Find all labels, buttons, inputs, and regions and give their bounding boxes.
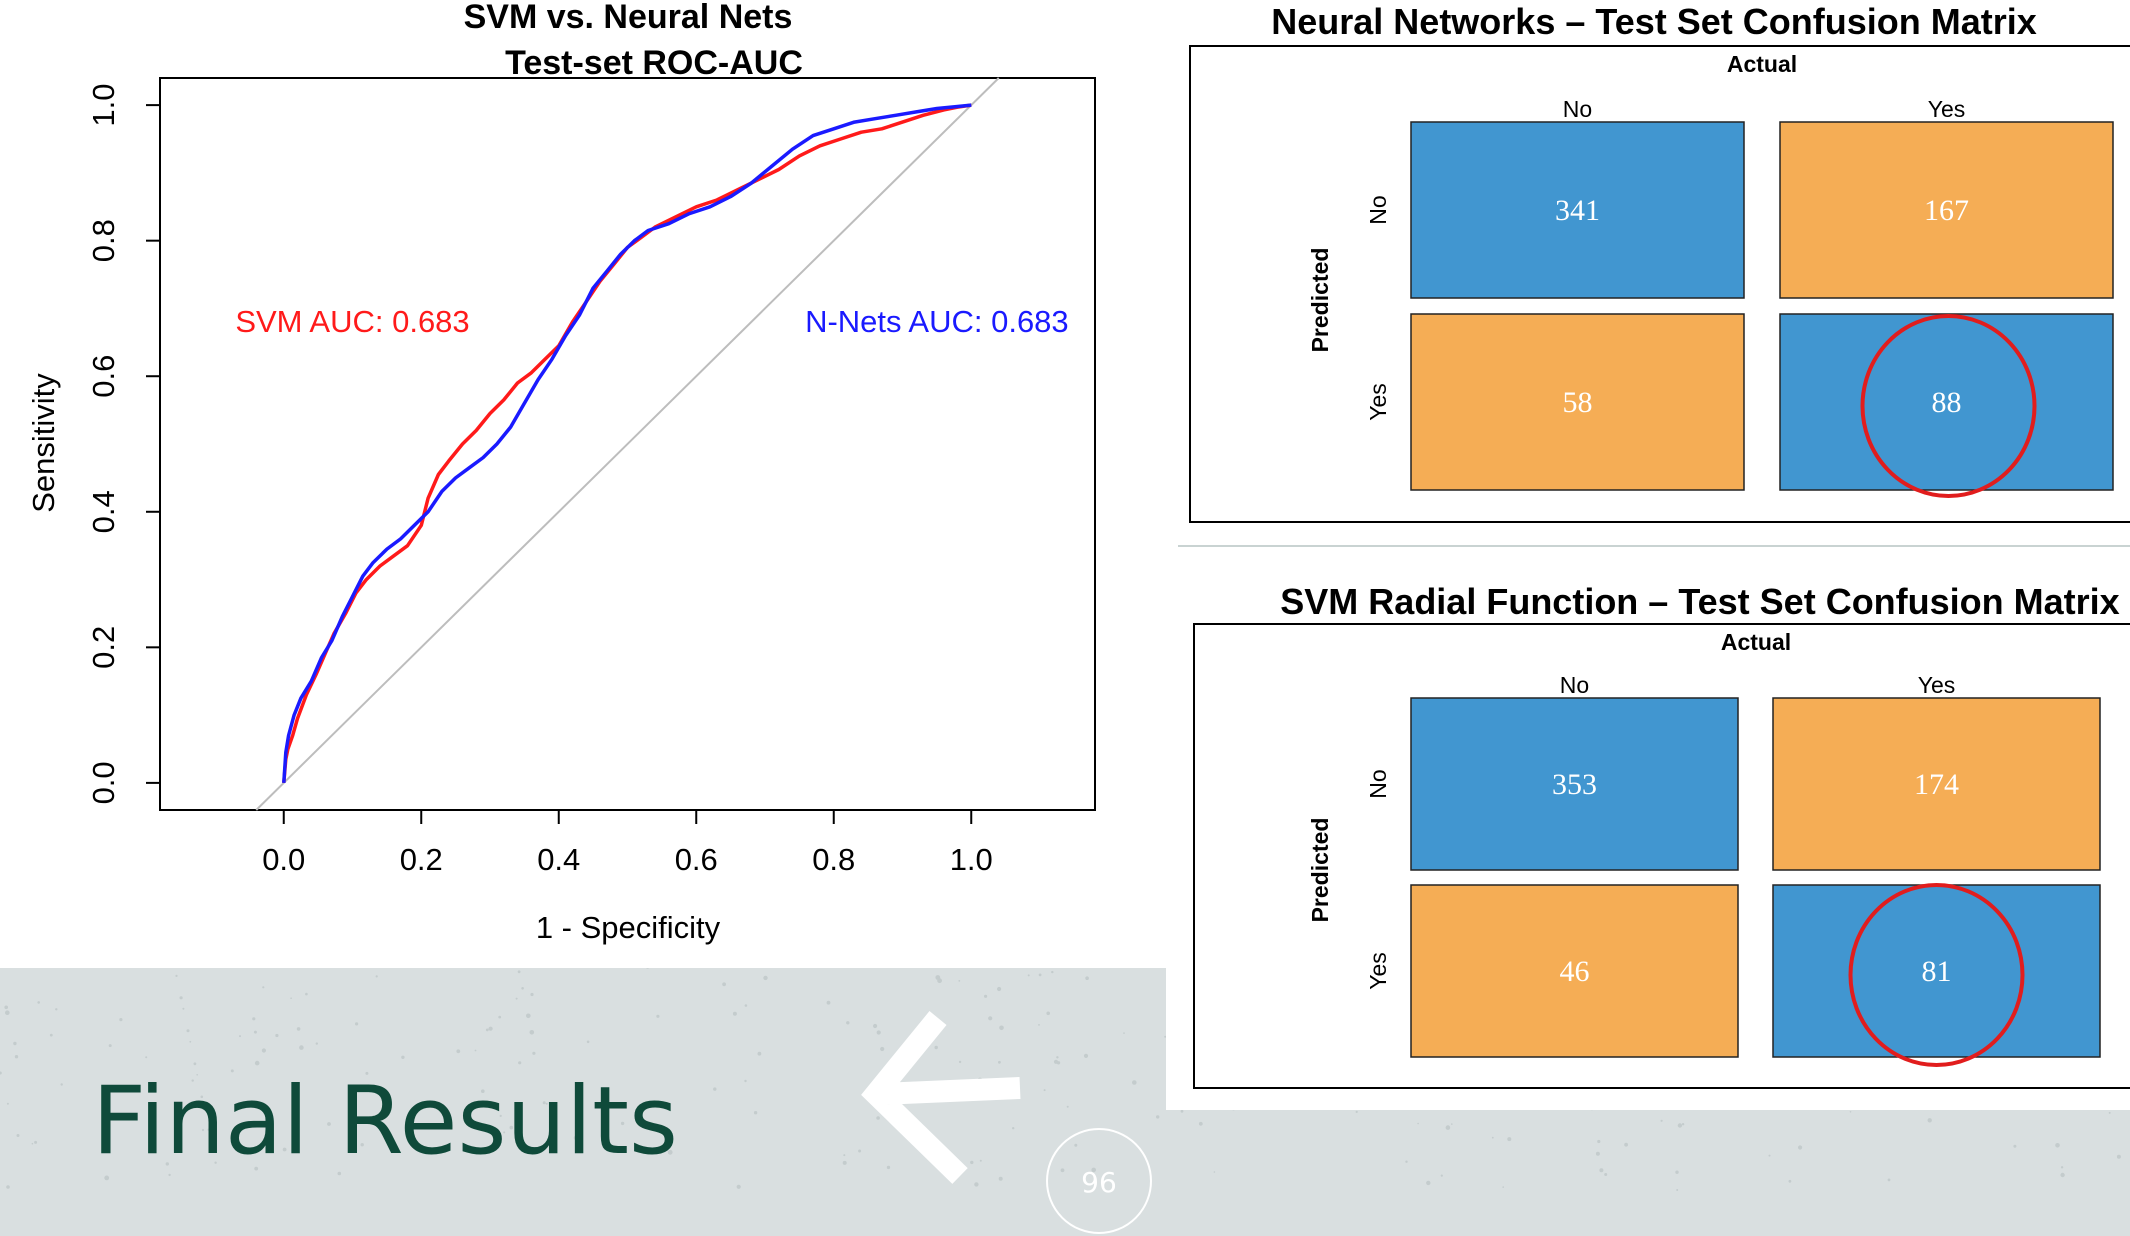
nn-predicted-header: Predicted: [1307, 248, 1333, 353]
nn-highlight-circle: [1860, 314, 2037, 498]
nn-cell: [1779, 121, 2114, 299]
roc-y-tick-label: 0.2: [86, 626, 121, 669]
svm-row-label: No: [1365, 769, 1391, 798]
svm-matrix-title: SVM Radial Function – Test Set Confusion…: [1280, 581, 2119, 622]
roc-x-tick-label: 0.2: [400, 842, 443, 877]
roc-y-tick-label: 0.8: [86, 219, 121, 262]
page-number: 96: [1046, 1128, 1152, 1234]
svm-row-label: Yes: [1365, 952, 1391, 990]
nn-cell-value: 167: [1924, 194, 1969, 227]
svm-actual-header: Actual: [1721, 629, 1791, 655]
svm-cell: [1410, 884, 1739, 1058]
roc-y-tick-label: 0.4: [86, 490, 121, 533]
roc-x-tick-label: 0.6: [675, 842, 718, 877]
nnets-roc-curve: [282, 103, 972, 784]
svm-cell-value: 174: [1914, 768, 1959, 801]
nn-cell-value: 58: [1563, 386, 1593, 419]
confusion-matrices: Neural Networks – Test Set Confusion Mat…: [1178, 1, 2130, 1089]
nn-row-label: No: [1365, 195, 1391, 224]
svm-auc-annotation: SVM AUC: 0.683: [235, 304, 469, 339]
roc-x-tick-label: 0.0: [262, 842, 305, 877]
nn-col-label: Yes: [1928, 96, 1966, 122]
nn-col-label: No: [1563, 96, 1592, 122]
nn-cell-value: 341: [1555, 194, 1600, 227]
nn-row-label: Yes: [1365, 383, 1391, 421]
svm-matrix-frame: [1193, 623, 2130, 1089]
roc-y-tick-label: 0.0: [86, 761, 121, 804]
svm-cell: [1772, 697, 2101, 871]
roc-chart-panel: [0, 0, 1166, 968]
roc-reference-diagonal: [255, 77, 1000, 811]
nn-actual-header: Actual: [1727, 51, 1797, 77]
roc-x-tick-label: 1.0: [950, 842, 993, 877]
roc-x-tick-label: 0.8: [812, 842, 855, 877]
nn-matrix-frame: [1189, 45, 2130, 523]
nn-cell: [1410, 121, 1745, 299]
svm-cell-value: 81: [1922, 955, 1952, 988]
svm-cell-value: 353: [1552, 768, 1597, 801]
roc-x-tick-label: 0.4: [537, 842, 580, 877]
slide-title: Final Results: [92, 1067, 678, 1176]
svm-predicted-header: Predicted: [1307, 818, 1333, 923]
back-arrow-icon[interactable]: [852, 1000, 1032, 1190]
roc-auc-chart: SVM vs. Neural Nets Test-set ROC-AUC 0.0…: [26, 0, 1096, 945]
nnets-auc-annotation: N-Nets AUC: 0.683: [805, 304, 1069, 339]
nn-cell: [1410, 313, 1745, 491]
roc-plot-frame: [159, 77, 1096, 811]
svm-highlight-circle: [1848, 883, 2025, 1067]
nn-cell-value: 88: [1932, 386, 1962, 419]
roc-x-axis-label: 1 - Specificity: [536, 910, 721, 945]
svm-col-label: No: [1560, 672, 1589, 698]
nn-matrix-title: Neural Networks – Test Set Confusion Mat…: [1271, 1, 2037, 42]
svm-cell: [1410, 697, 1739, 871]
nn-cell: [1779, 313, 2114, 491]
svm-cell-value: 46: [1560, 955, 1590, 988]
roc-y-tick-label: 1.0: [86, 84, 121, 127]
roc-chart-title: SVM vs. Neural Nets: [464, 0, 793, 36]
roc-y-tick-label: 0.6: [86, 355, 121, 398]
roc-chart-subtitle: Test-set ROC-AUC: [505, 44, 803, 82]
roc-y-axis-label: Sensitivity: [26, 373, 61, 513]
svm-col-label: Yes: [1918, 672, 1956, 698]
